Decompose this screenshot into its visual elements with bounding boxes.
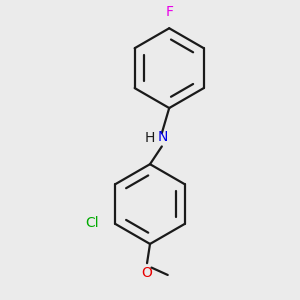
Text: H: H	[145, 131, 155, 145]
Text: Cl: Cl	[85, 215, 99, 230]
Text: O: O	[142, 266, 152, 280]
Text: F: F	[165, 5, 173, 19]
Text: N: N	[158, 130, 168, 144]
